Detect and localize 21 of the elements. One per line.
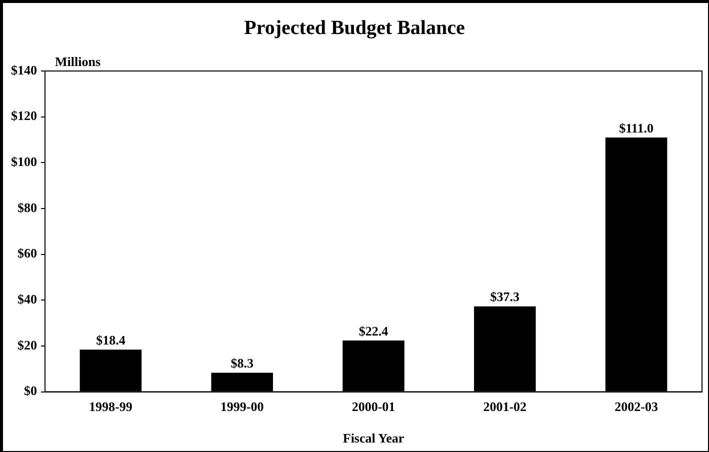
x-tick-label: 1999-00: [220, 398, 264, 414]
y-tick-label: $20: [18, 337, 37, 352]
x-tick-label: 2000-01: [352, 398, 396, 414]
data-label: $18.4: [96, 332, 126, 348]
x-tick-label: 1998-99: [89, 398, 133, 414]
y-tick-label: $60: [18, 246, 37, 261]
chart-title: Projected Budget Balance: [244, 17, 465, 40]
y-tick-label: $40: [18, 292, 37, 306]
data-label: $37.3: [490, 289, 520, 304]
x-tick-label: 2001-02: [483, 398, 527, 414]
y-axis-title: Millions: [55, 54, 101, 69]
data-label: $22.4: [358, 323, 389, 338]
y-tick-label: $100: [11, 154, 37, 170]
y-tick-label: $120: [11, 108, 37, 124]
data-label: $8.3: [230, 356, 254, 371]
x-tick-label: 2002-03: [614, 398, 658, 414]
data-label: $111.0: [619, 120, 654, 136]
x-axis-title: Fiscal Year: [342, 430, 404, 446]
y-tick-label: $140: [11, 62, 37, 78]
y-tick-label: $80: [18, 200, 37, 215]
y-tick-label: $0: [24, 383, 37, 398]
